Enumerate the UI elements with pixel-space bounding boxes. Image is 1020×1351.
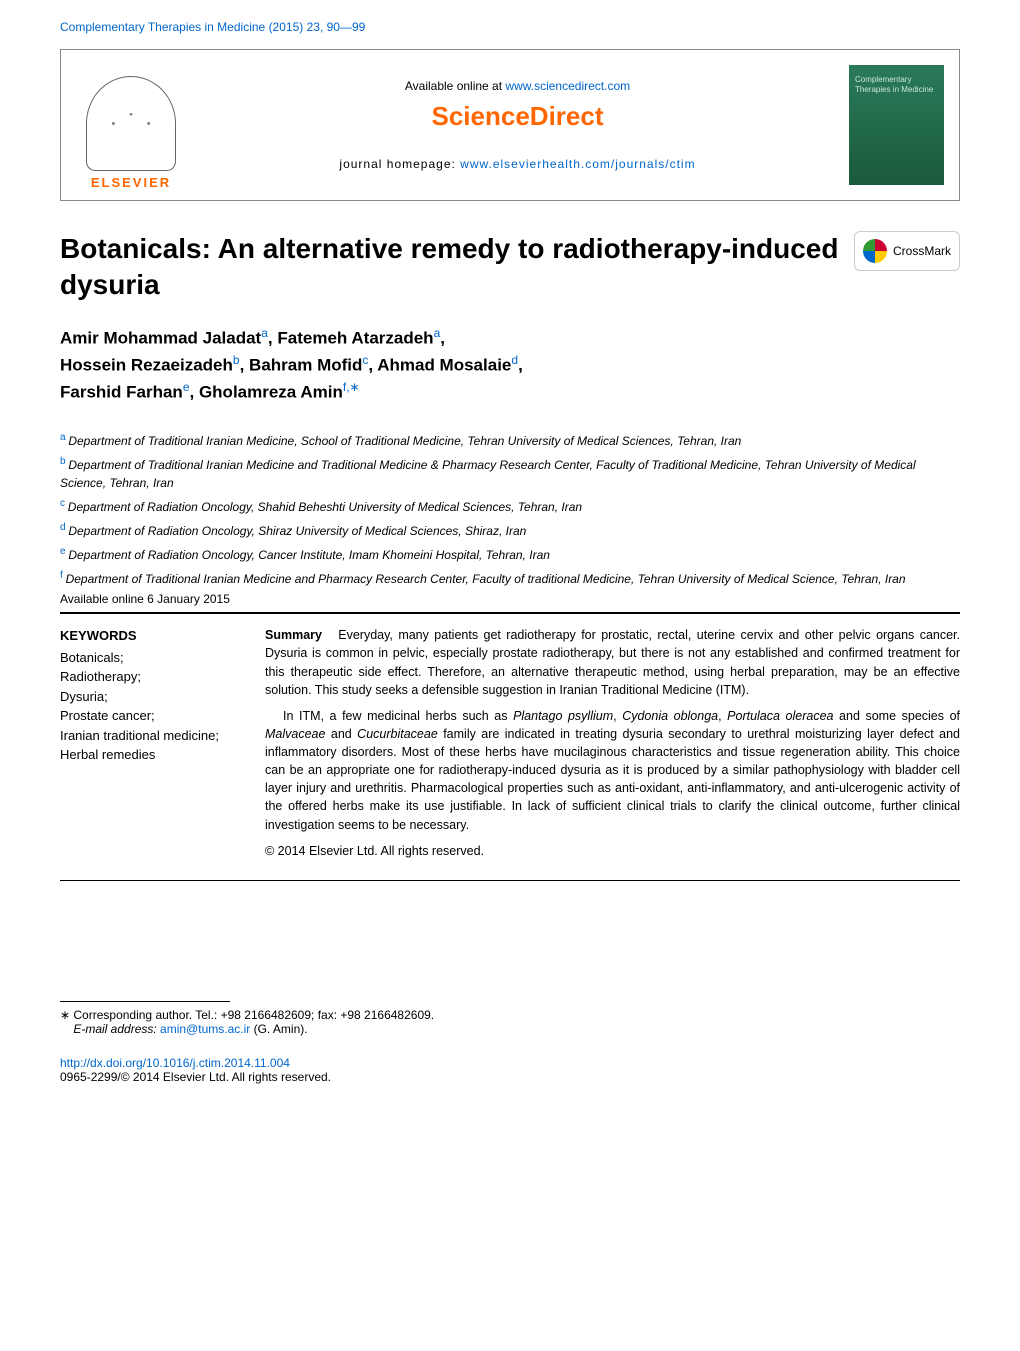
- corresponding-author: ∗ Corresponding author. Tel.: +98 216648…: [60, 1008, 960, 1022]
- article-title: Botanicals: An alternative remedy to rad…: [60, 231, 854, 304]
- doi-block: http://dx.doi.org/10.1016/j.ctim.2014.11…: [60, 1056, 960, 1084]
- elsevier-tree-icon: [86, 76, 176, 171]
- sciencedirect-wordmark[interactable]: ScienceDirect: [206, 101, 829, 132]
- email-line: E-mail address: amin@tums.ac.ir (G. Amin…: [60, 1022, 960, 1036]
- elsevier-wordmark: ELSEVIER: [91, 175, 171, 190]
- crossmark-badge[interactable]: CrossMark: [854, 231, 960, 271]
- publisher-header-box: ELSEVIER Available online at www.science…: [60, 49, 960, 201]
- summary-paragraph-2: In ITM, a few medicinal herbs such as Pl…: [265, 707, 960, 834]
- author-affil-sup: a: [434, 326, 441, 340]
- journal-name-link[interactable]: Complementary Therapies in Medicine: [60, 20, 265, 34]
- summary-paragraph-1: Summary Everyday, many patients get radi…: [265, 626, 960, 699]
- affiliation: e Department of Radiation Oncology, Canc…: [60, 544, 960, 564]
- journal-cover-thumbnail[interactable]: Complementary Therapies in Medicine: [849, 65, 944, 185]
- author: Ahmad Mosalaie: [377, 356, 511, 375]
- author: Farshid Farhan: [60, 383, 183, 402]
- crossmark-label: CrossMark: [893, 244, 951, 258]
- title-row: Botanicals: An alternative remedy to rad…: [60, 231, 960, 304]
- affiliation-sup: f: [60, 570, 66, 581]
- affiliation: c Department of Radiation Oncology, Shah…: [60, 496, 960, 516]
- author-affil-sup: a: [261, 326, 268, 340]
- author: Bahram Mofid: [249, 356, 362, 375]
- journal-homepage-line: journal homepage: www.elsevierhealth.com…: [206, 157, 829, 171]
- affiliation: d Department of Radiation Oncology, Shir…: [60, 520, 960, 540]
- keyword: Iranian traditional medicine;: [60, 728, 219, 743]
- journal-homepage-link[interactable]: www.elsevierhealth.com/journals/ctim: [460, 157, 695, 171]
- keyword: Dysuria;: [60, 689, 108, 704]
- author: Hossein Rezaeizadeh: [60, 356, 233, 375]
- author: Fatemeh Atarzadeh: [277, 328, 433, 347]
- author: Gholamreza Amin: [199, 383, 343, 402]
- email-link[interactable]: amin@tums.ac.ir: [160, 1022, 250, 1036]
- keywords-heading: KEYWORDS: [60, 626, 235, 646]
- author: Amir Mohammad Jaladat: [60, 328, 261, 347]
- keyword: Prostate cancer;: [60, 708, 155, 723]
- affiliation-sup: d: [60, 522, 68, 533]
- affiliation: a Department of Traditional Iranian Medi…: [60, 430, 960, 450]
- keyword: Botanicals;: [60, 650, 124, 665]
- abstract-row: KEYWORDS Botanicals; Radiotherapy; Dysuria…: [60, 626, 960, 868]
- elsevier-logo[interactable]: ELSEVIER: [76, 60, 186, 190]
- author-affil-sup: f,∗: [343, 380, 360, 394]
- affiliations-block: a Department of Traditional Iranian Medi…: [60, 430, 960, 588]
- journal-year: (2015): [269, 20, 304, 34]
- affiliation: b Department of Traditional Iranian Medi…: [60, 454, 960, 492]
- authors-block: Amir Mohammad Jaladata, Fatemeh Atarzade…: [60, 324, 960, 405]
- affiliation-sup: b: [60, 456, 68, 467]
- author-affil-sup: e: [183, 380, 190, 394]
- keyword: Radiotherapy;: [60, 669, 141, 684]
- header-center: Available online at www.sciencedirect.co…: [186, 79, 849, 171]
- keywords-column: KEYWORDS Botanicals; Radiotherapy; Dysuria…: [60, 626, 235, 868]
- journal-pages: 90—99: [327, 20, 366, 34]
- affiliation: f Department of Traditional Iranian Medi…: [60, 568, 960, 588]
- footnote-rule: [60, 1001, 230, 1002]
- footnote-block: ∗ Corresponding author. Tel.: +98 216648…: [60, 1001, 960, 1036]
- issn-copyright: 0965-2299/© 2014 Elsevier Ltd. All right…: [60, 1070, 331, 1084]
- affiliation-sup: a: [60, 432, 68, 443]
- journal-reference: Complementary Therapies in Medicine (201…: [60, 20, 960, 34]
- journal-volume: 23: [307, 20, 320, 34]
- author-affil-sup: d: [511, 353, 518, 367]
- affiliation-sup: c: [60, 498, 68, 509]
- available-online-text: Available online at www.sciencedirect.co…: [206, 79, 829, 93]
- summary-column: Summary Everyday, many patients get radi…: [265, 626, 960, 868]
- affiliation-sup: e: [60, 546, 68, 557]
- crossmark-icon: [863, 239, 887, 263]
- author-affil-sup: b: [233, 353, 240, 367]
- divider-bottom: [60, 880, 960, 881]
- summary-label: Summary: [265, 628, 322, 642]
- keywords-list: Botanicals; Radiotherapy; Dysuria; Prostate…: [60, 648, 235, 765]
- keyword: Herbal remedies: [60, 747, 155, 762]
- doi-link[interactable]: http://dx.doi.org/10.1016/j.ctim.2014.11…: [60, 1056, 290, 1070]
- available-online-date: Available online 6 January 2015: [60, 592, 960, 606]
- cover-title-text: Complementary Therapies in Medicine: [855, 75, 933, 94]
- summary-copyright: © 2014 Elsevier Ltd. All rights reserved…: [265, 842, 960, 860]
- author-affil-sup: c: [362, 353, 368, 367]
- divider-top: [60, 612, 960, 614]
- sciencedirect-url-link[interactable]: www.sciencedirect.com: [505, 79, 630, 93]
